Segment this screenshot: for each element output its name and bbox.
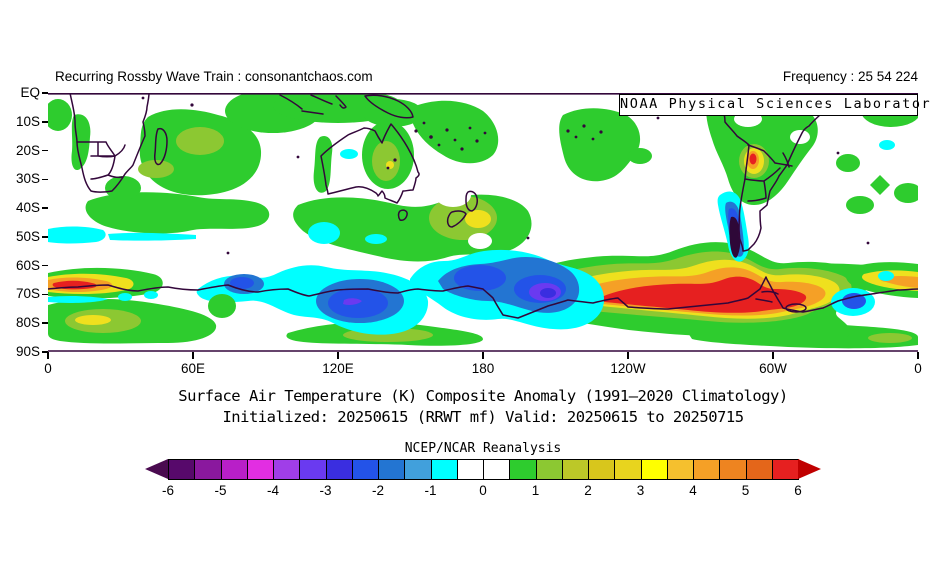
lat-label-30S: 30S — [15, 171, 40, 187]
colorbar-tick-labels: -6 -5 -4 -3 -2 -1 0 1 2 3 4 5 6 — [162, 483, 802, 501]
lon-tick-6 — [917, 352, 919, 359]
colorbar-label--4: -4 — [266, 483, 280, 498]
noaa-psl-label-box: NOAA Physical Sciences Laboratory — [619, 94, 930, 116]
colorbar-cell-12 — [483, 460, 510, 479]
lon-tick-0 — [47, 352, 49, 359]
lat-tick-EQ — [42, 92, 48, 94]
colorbar-cell-22 — [745, 460, 772, 479]
lat-tick-80S — [42, 322, 48, 324]
colorbar-label--6: -6 — [161, 483, 175, 498]
colorbar-cell-8 — [378, 460, 405, 479]
colorbar-label-2: 2 — [584, 483, 592, 498]
colorbar-cell-18 — [640, 460, 667, 479]
colorbar-label-4: 4 — [689, 483, 697, 498]
lon-tick-3 — [482, 352, 484, 359]
colorbar-cell-1 — [194, 460, 221, 479]
lon-label-6: 0 — [914, 361, 922, 376]
lat-label-50S: 50S — [15, 228, 40, 244]
anomaly-map — [44, 89, 922, 352]
lat-label-60S: 60S — [15, 257, 40, 273]
colorbar-label--5: -5 — [214, 483, 227, 498]
lat-label-70S: 70S — [15, 286, 40, 302]
colorbar-cell-16 — [588, 460, 615, 479]
colorbar-cell-15 — [561, 460, 588, 479]
anomaly-colorbar: -6 -5 -4 -3 -2 -1 0 1 2 3 4 5 6 — [145, 459, 821, 504]
colorbar-cell-9 — [404, 460, 431, 479]
lat-tick-30S — [42, 178, 48, 181]
colorbar-label-0: 0 — [479, 483, 487, 498]
lon-tick-4 — [627, 352, 629, 359]
lat-label-EQ: EQ — [20, 85, 40, 100]
cold-pool-east-antarctica — [118, 265, 429, 335]
colorbar-label-3: 3 — [636, 483, 645, 498]
lat-tick-90S — [42, 351, 48, 353]
lat-label-80S: 80S — [15, 315, 40, 331]
lat-label-90S: 90S — [15, 344, 40, 359]
plot-subtitle: Initialized: 20250615 (RRWT mf) Valid: 2… — [222, 408, 744, 426]
lon-tick-2 — [337, 352, 339, 359]
header-left-text: Recurring Rossby Wave Train : consonantc… — [55, 69, 373, 84]
lat-tick-20S — [42, 149, 48, 152]
colorbar-cell-13 — [509, 460, 536, 479]
island-specks — [141, 96, 870, 255]
colorbar-cell-4 — [273, 460, 300, 479]
colorbar-label-6: 6 — [794, 483, 802, 498]
lon-tick-5 — [772, 352, 774, 359]
anomaly-map-canvas — [44, 89, 922, 352]
colorbar-cell-11 — [456, 460, 483, 479]
lon-label-5: 60W — [759, 361, 787, 376]
coastlines — [47, 92, 919, 319]
plot-title: Surface Air Temperature (K) Composite An… — [178, 387, 788, 405]
lon-label-4: 120W — [610, 361, 646, 376]
colorbar-cells — [168, 459, 799, 480]
lat-label-20S: 20S — [15, 142, 40, 158]
colorbar-cell-7 — [351, 460, 378, 479]
lat-label-10S: 10S — [15, 113, 40, 129]
colorbar-label--3: -3 — [319, 483, 332, 498]
colorbar-cell-14 — [535, 460, 562, 479]
colorbar-cell-2 — [220, 460, 247, 479]
colorbar-cell-10 — [430, 460, 457, 479]
lon-tick-1 — [192, 352, 194, 359]
colorbar-cell-21 — [719, 460, 746, 479]
colorbar-left-arrow — [145, 459, 168, 479]
colorbar-cell-3 — [246, 460, 273, 479]
colorbar-cell-23 — [771, 460, 798, 479]
lat-tick-50S — [42, 236, 48, 238]
warm-spot-argentina — [739, 144, 769, 178]
anomaly-yellow-cores — [75, 161, 491, 325]
colorbar-cell-20 — [693, 460, 720, 479]
lon-label-0: 0 — [44, 361, 52, 376]
lat-tick-70S — [42, 293, 48, 296]
colorbar-cell-6 — [325, 460, 352, 479]
colorbar-right-arrow — [798, 459, 821, 479]
colorbar-cell-5 — [299, 460, 326, 479]
colorbar-label--2: -2 — [371, 483, 385, 498]
lon-label-3: 180 — [471, 361, 495, 376]
colorbar-cell-0 — [169, 460, 195, 479]
colorbar-label--1: -1 — [424, 483, 437, 498]
lon-label-1: 60E — [180, 361, 206, 376]
reanalysis-source-label: NCEP/NCAR Reanalysis — [404, 441, 562, 456]
lon-label-2: 120E — [322, 361, 354, 376]
colorbar-label-5: 5 — [741, 483, 750, 498]
colorbar-cell-19 — [666, 460, 693, 479]
lat-tick-40S — [42, 207, 48, 209]
lat-tick-60S — [42, 264, 48, 267]
lat-tick-10S — [42, 121, 48, 123]
colorbar-cell-17 — [614, 460, 641, 479]
lat-label-40S: 40S — [15, 200, 40, 216]
colorbar-label-1: 1 — [531, 483, 540, 498]
header-frequency-text: Frequency : 25 54 224 — [782, 69, 918, 84]
cold-pool-ross-sea — [410, 249, 605, 330]
